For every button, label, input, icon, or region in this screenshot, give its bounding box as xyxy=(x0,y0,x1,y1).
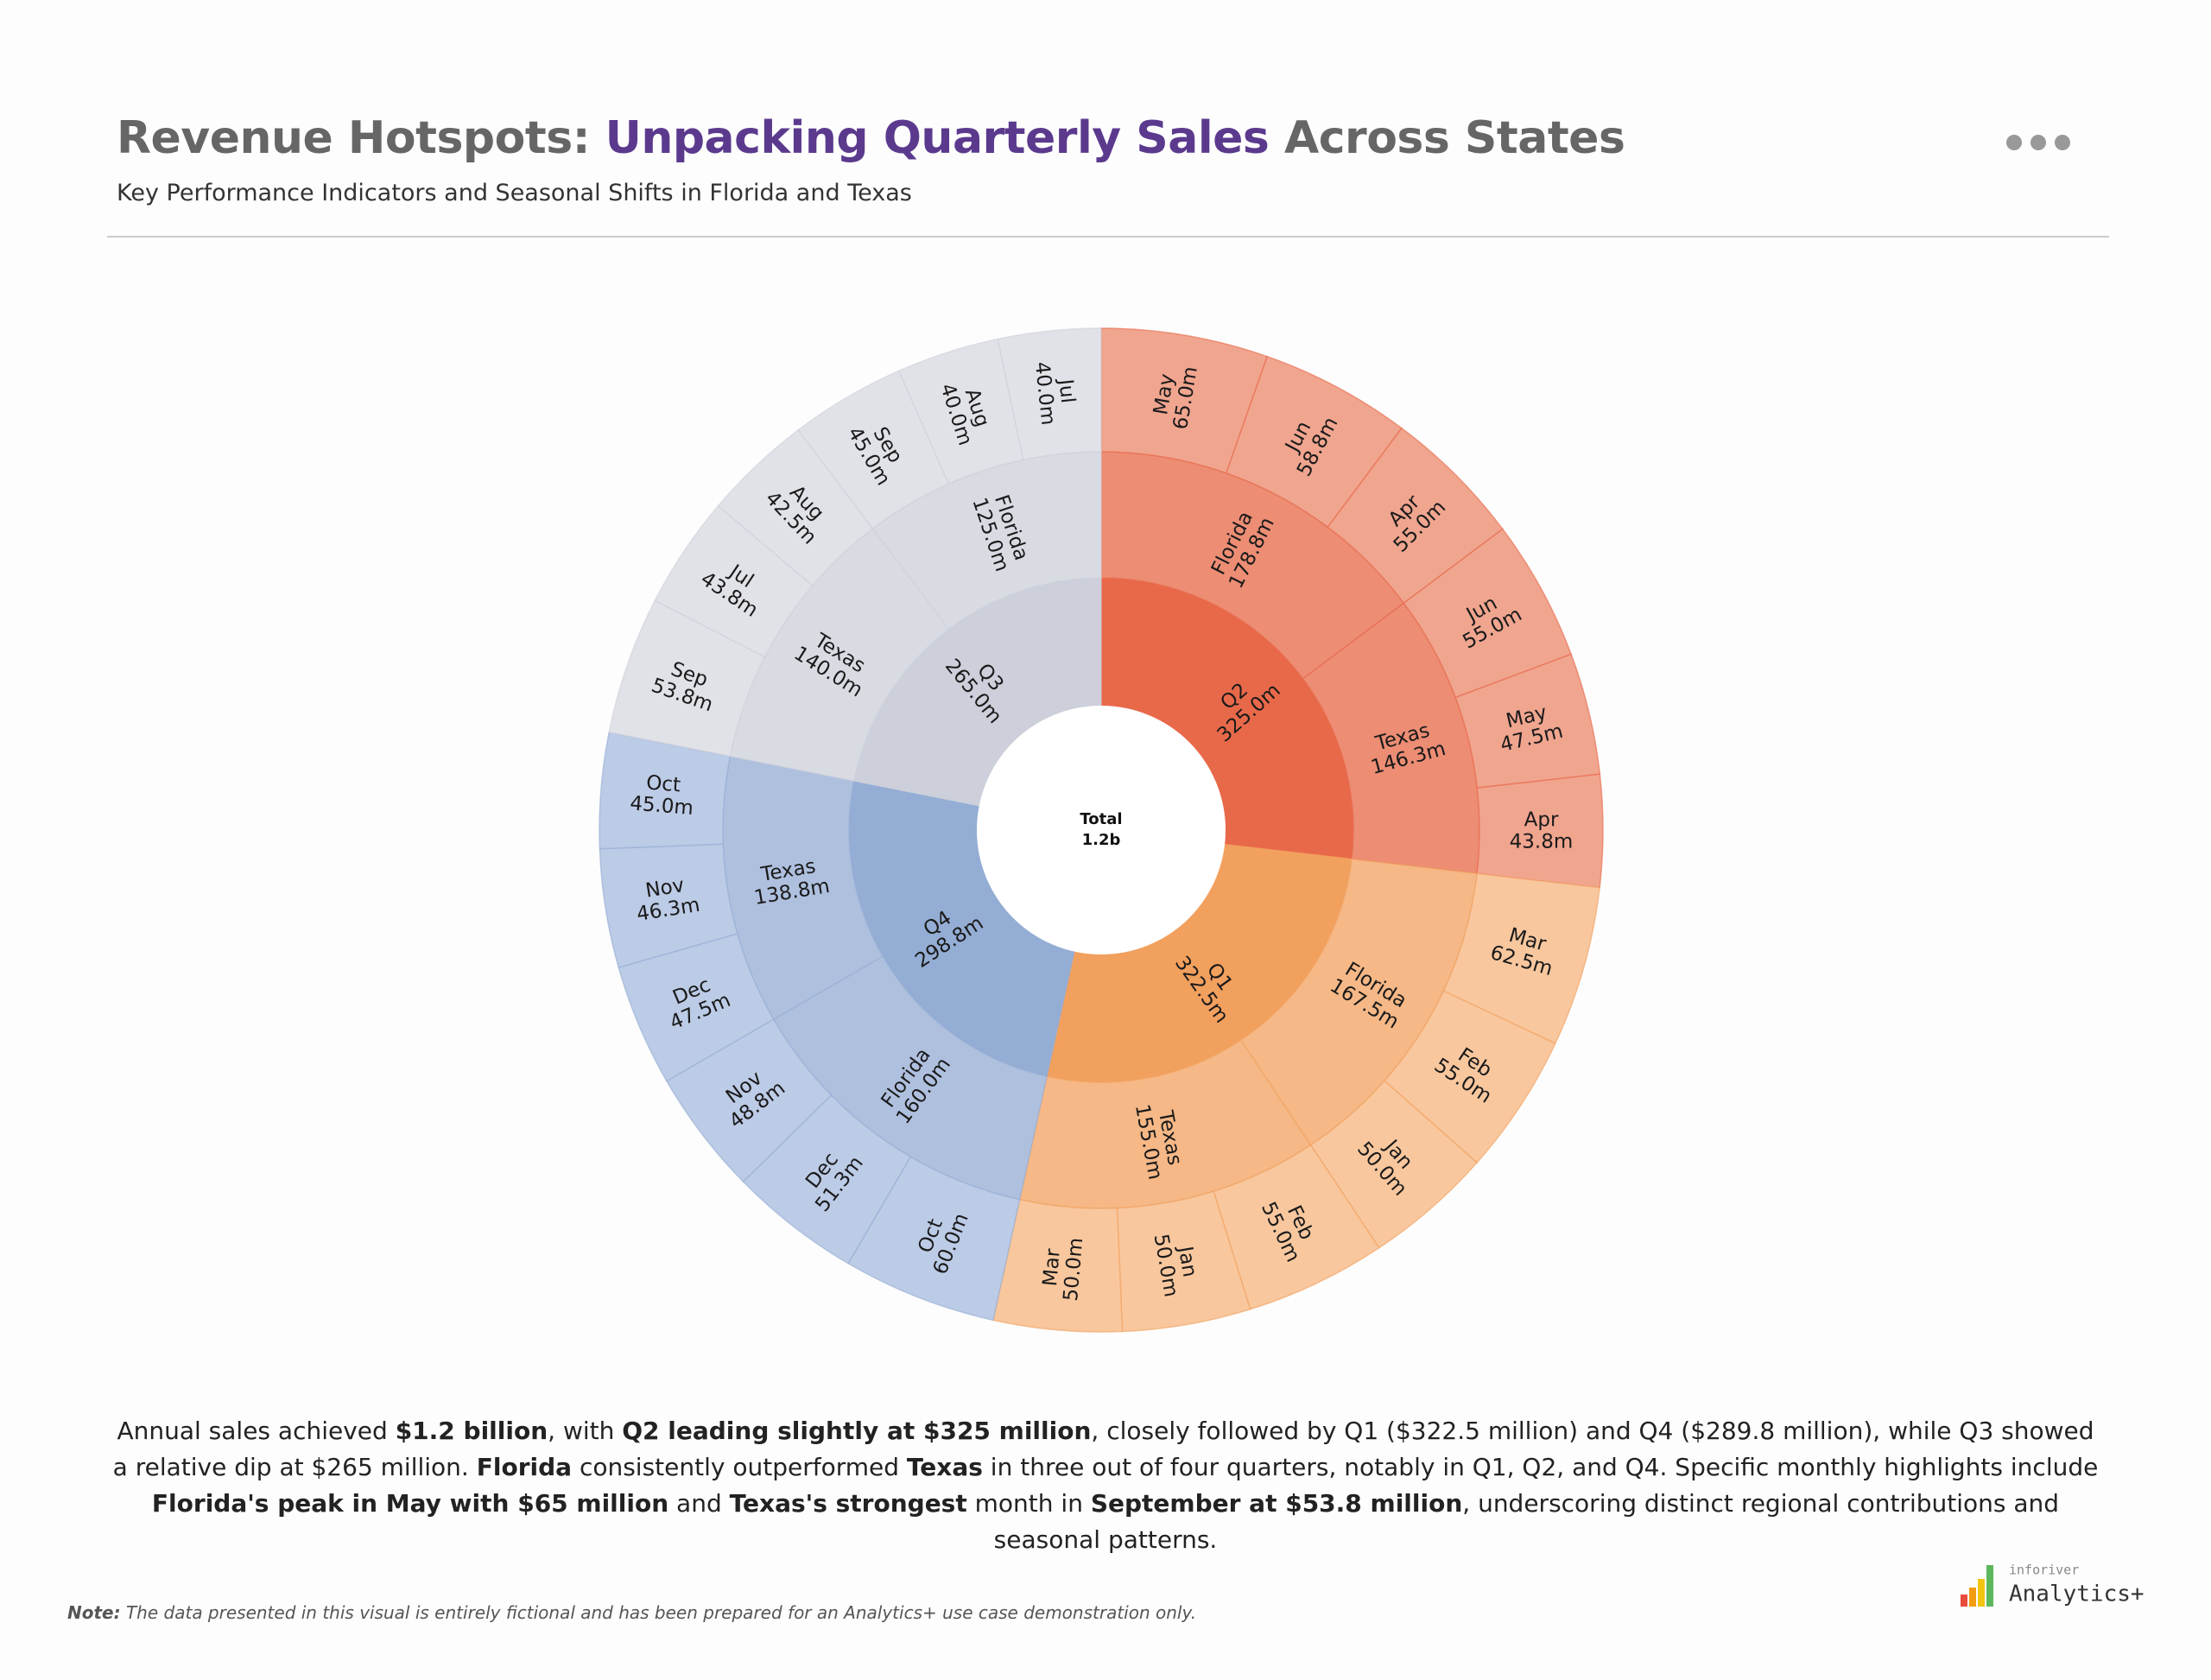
logo-small: inforiver xyxy=(2009,1563,2079,1578)
segment-name: Jul xyxy=(1055,377,1080,404)
dot xyxy=(2030,135,2046,150)
segment-value: 45.0m xyxy=(629,792,694,820)
note-label: Note: xyxy=(67,1602,121,1623)
sunburst-chart: Q2325.0mFlorida178.8mMay65.0mJun58.8mApr… xyxy=(599,327,1604,1333)
center-name: Total xyxy=(1080,810,1122,828)
summary-text: in three out of four quarters, notably i… xyxy=(982,1453,2099,1481)
segment-name: Jan xyxy=(1174,1243,1201,1278)
subtitle: Key Performance Indicators and Seasonal … xyxy=(117,180,912,206)
segment-label: Florida125.0m xyxy=(968,488,1035,574)
center-hole xyxy=(977,706,1226,954)
divider xyxy=(107,236,2109,238)
logo-bar xyxy=(1986,1565,1993,1607)
summary-bold: Florida's peak in May with $65 million xyxy=(151,1489,669,1518)
summary-bold: $1.2 billion xyxy=(395,1417,548,1445)
center-value: 1.2b xyxy=(1082,831,1121,849)
logo-big: Analytics+ xyxy=(2009,1582,2144,1607)
segment-label: Texas146.3m xyxy=(1363,716,1448,779)
dot xyxy=(2006,135,2022,150)
segment-name: Oct xyxy=(645,771,681,796)
summary-bold: Florida xyxy=(476,1453,573,1481)
summary-text: and xyxy=(668,1489,730,1518)
note-text: The data presented in this visual is ent… xyxy=(120,1602,1197,1623)
segment-value: 50.0m xyxy=(1059,1237,1086,1303)
summary-text: month in xyxy=(966,1489,1091,1518)
logo-bar xyxy=(1961,1594,1967,1607)
summary-text: , with xyxy=(548,1417,623,1445)
logo: inforiver Analytics+ xyxy=(1961,1563,2144,1607)
summary-text: , underscoring distinct regional contrib… xyxy=(993,1489,2060,1554)
menu-dots[interactable] xyxy=(2004,130,2073,155)
title-part: Revenue Hotspots: xyxy=(117,112,605,164)
month-segment xyxy=(997,327,1102,461)
segment-label: Jul40.0m xyxy=(1030,358,1081,427)
title-part: Unpacking Quarterly Sales xyxy=(605,112,1270,164)
summary-bold: Texas xyxy=(906,1453,983,1481)
center-label: Total 1.2b xyxy=(1080,810,1122,849)
summary-text: , closely followed by Q1 ($322.5 million… xyxy=(112,1417,2094,1481)
summary-text: consistently outperformed xyxy=(572,1453,907,1481)
segment-label: Mar50.0m xyxy=(1037,1235,1087,1303)
segment-name: Mar xyxy=(1039,1247,1065,1287)
segment-value: 43.8m xyxy=(1510,830,1574,853)
summary: Annual sales achieved $1.2 billion, with… xyxy=(112,1413,2099,1558)
note: Note: The data presented in this visual … xyxy=(67,1602,1196,1623)
summary-bold: Texas's strongest xyxy=(729,1489,967,1518)
segment-label: May65.0m xyxy=(1148,361,1202,431)
dot xyxy=(2055,135,2070,150)
segment-label: Oct45.0m xyxy=(629,770,695,820)
summary-bold: Q2 leading slightly at $325 million xyxy=(622,1417,1092,1445)
logo-bar xyxy=(1978,1579,1985,1607)
segment-label: Dec47.5m xyxy=(658,968,734,1034)
summary-bold: September at $53.8 million xyxy=(1090,1489,1463,1518)
segment-label: Apr 43.8m xyxy=(1510,808,1574,853)
segment-name: Apr xyxy=(1524,808,1559,831)
logo-bar xyxy=(1969,1588,1976,1607)
title: Revenue Hotspots: Unpacking Quarterly Sa… xyxy=(117,112,1625,164)
summary-text: Annual sales achieved xyxy=(117,1417,396,1445)
title-part: Across States xyxy=(1269,112,1625,164)
